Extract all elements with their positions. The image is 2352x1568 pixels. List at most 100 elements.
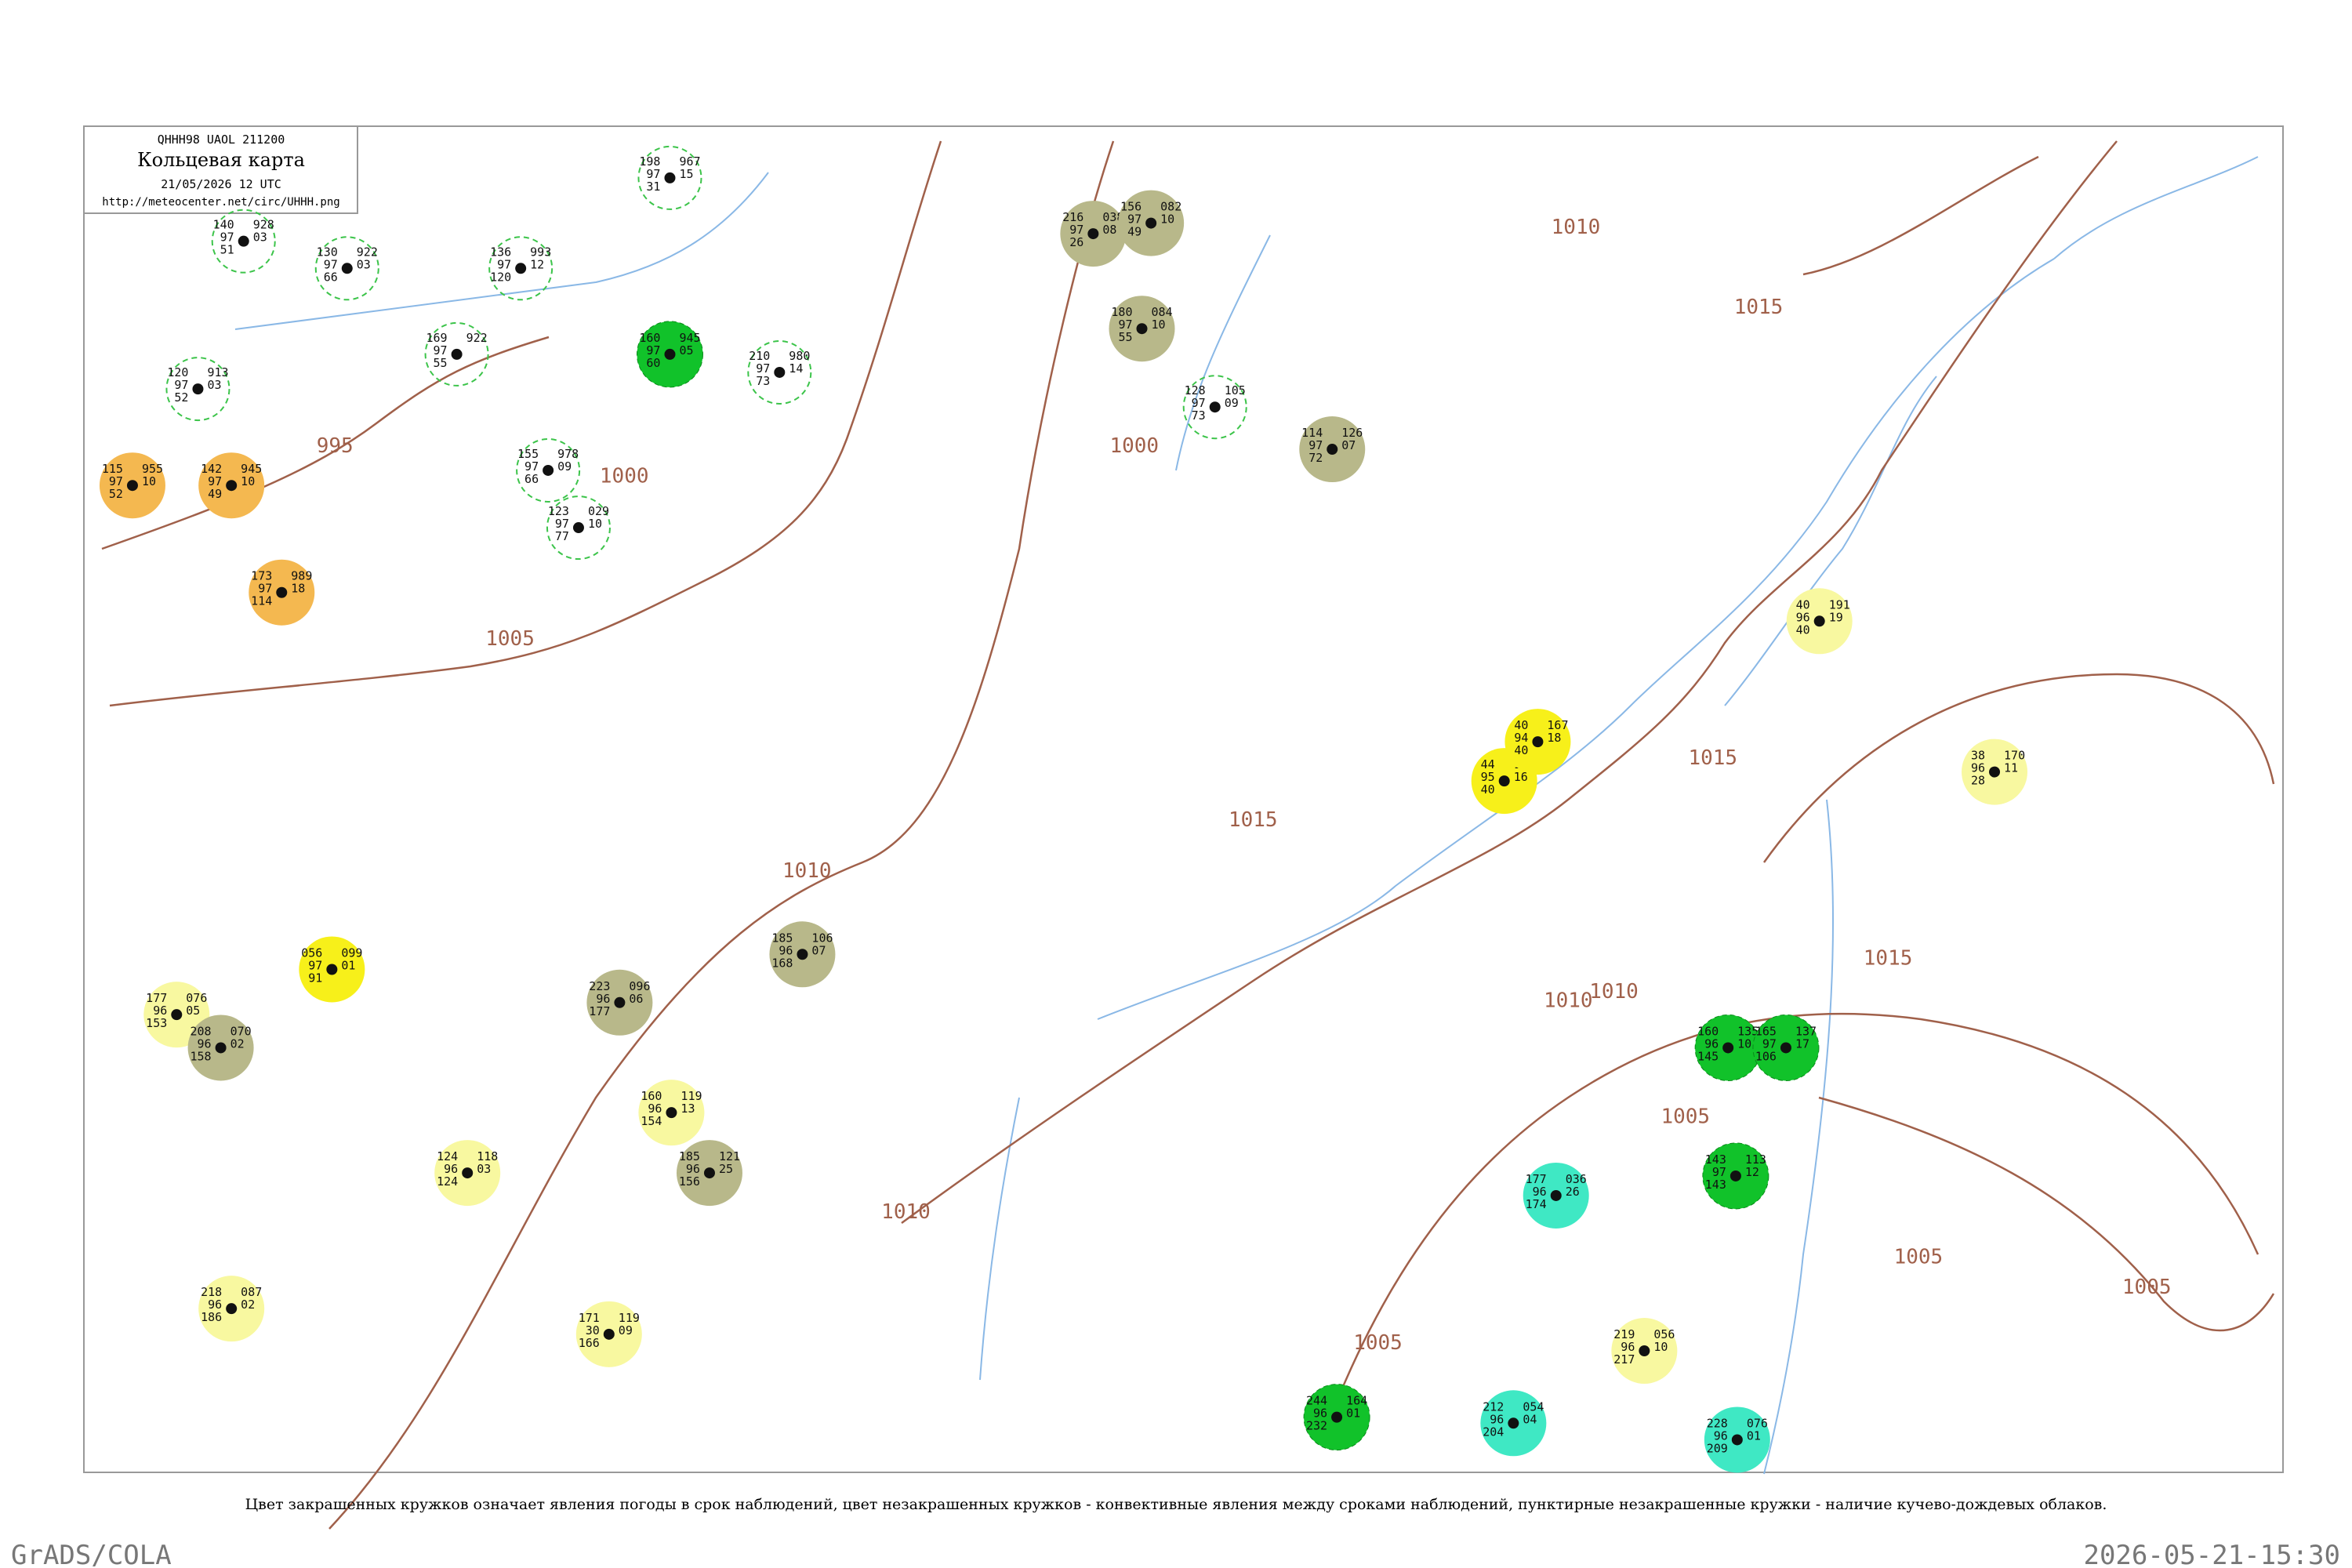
station-value: 118 xyxy=(477,1149,498,1163)
station-dot xyxy=(451,348,463,360)
station-value: 96 xyxy=(779,943,793,957)
station-value: 01 xyxy=(341,958,355,972)
station-value: 143 xyxy=(1705,1152,1726,1167)
station-circle xyxy=(546,495,611,561)
station-value: 25 xyxy=(719,1162,733,1176)
station-dot xyxy=(515,263,527,274)
station-value: 97 xyxy=(434,343,448,358)
station-value: 15 xyxy=(679,167,693,181)
station-value: 96 xyxy=(1704,1036,1719,1051)
station-value: 51 xyxy=(220,243,234,257)
isobar-label: 1005 xyxy=(1894,1245,1944,1269)
station-value: 180 xyxy=(1111,305,1132,319)
station-value: 31 xyxy=(646,180,660,194)
station-circle xyxy=(747,339,812,405)
station-value: 12 xyxy=(1745,1165,1759,1179)
station-value: 96 xyxy=(1714,1428,1728,1443)
station-value: 096 xyxy=(629,979,650,993)
isobar-label: 1010 xyxy=(881,1200,931,1224)
station-circle xyxy=(1182,375,1247,440)
station-value: 97 xyxy=(524,459,539,474)
station-value: 19 xyxy=(1829,610,1843,624)
station-value: 28 xyxy=(1971,774,1985,788)
station-value: 96 xyxy=(596,992,610,1006)
station-dot xyxy=(1136,323,1148,335)
header-box xyxy=(83,125,358,214)
station-value: 185 xyxy=(679,1149,700,1163)
station-value: 168 xyxy=(771,956,793,970)
station-value: 143 xyxy=(1705,1178,1726,1192)
station-dot xyxy=(1331,1411,1343,1423)
station-value: 10 xyxy=(1160,212,1174,227)
station-value: 173 xyxy=(251,569,272,583)
station-dot xyxy=(462,1167,474,1179)
station-dot xyxy=(543,464,554,476)
station-value: 993 xyxy=(530,245,551,259)
station-value: 154 xyxy=(641,1114,662,1128)
station-value: 160 xyxy=(641,1089,662,1103)
isobar-label: 1000 xyxy=(1109,434,1159,458)
station-value: 186 xyxy=(201,1310,222,1324)
station-value: 09 xyxy=(619,1323,633,1338)
station-value: 94 xyxy=(1514,731,1528,745)
station-value: 97 xyxy=(1127,212,1142,227)
station-dot xyxy=(1722,1042,1734,1054)
station-value: 97 xyxy=(1308,438,1323,452)
station-value: 244 xyxy=(1306,1394,1327,1408)
station-dot xyxy=(1532,736,1544,748)
station-value: 66 xyxy=(324,270,338,284)
station-value: 97 xyxy=(1069,223,1083,237)
station-dot xyxy=(666,1107,677,1119)
station-value: 97 xyxy=(324,257,338,271)
isobar-label: 1010 xyxy=(782,859,832,883)
station-value: 114 xyxy=(251,594,272,608)
station-value: 97 xyxy=(756,361,770,376)
station-value: 209 xyxy=(1707,1441,1728,1455)
station-value: 171 xyxy=(579,1311,600,1325)
station-value: 40 xyxy=(1481,782,1495,797)
station-value: 40 xyxy=(1796,622,1810,637)
station-value: 212 xyxy=(1483,1399,1504,1414)
station-dot xyxy=(1731,1434,1743,1446)
station-dot xyxy=(126,480,138,492)
station-value: 084 xyxy=(1152,305,1173,319)
station-dot xyxy=(1550,1189,1562,1201)
station-value: 177 xyxy=(1526,1172,1547,1186)
station-value: 137 xyxy=(1795,1024,1817,1038)
station-value: 115 xyxy=(102,462,123,476)
isobar-label: 1010 xyxy=(1589,980,1639,1004)
station-value: 177 xyxy=(146,991,167,1005)
station-value: 18 xyxy=(291,582,305,596)
station-value: 980 xyxy=(789,349,810,363)
station-value: 96 xyxy=(1621,1340,1635,1354)
station-value: 156 xyxy=(1120,200,1142,214)
station-value: 97 xyxy=(174,378,188,392)
station-value: 10 xyxy=(142,474,156,488)
station-dot xyxy=(664,172,676,183)
station-value: 140 xyxy=(213,218,234,232)
station-value: 913 xyxy=(207,365,228,379)
station-value: 232 xyxy=(1306,1419,1327,1433)
rivers xyxy=(234,156,2259,1475)
station-dot xyxy=(1780,1042,1791,1054)
station-value: 17 xyxy=(1795,1036,1809,1051)
station-value: 166 xyxy=(579,1336,600,1350)
station-value: 160 xyxy=(1697,1024,1719,1038)
station-value: 13 xyxy=(681,1102,695,1116)
station-value: 97 xyxy=(555,517,569,531)
station-value: 96 xyxy=(686,1162,700,1176)
station-value: 04 xyxy=(1523,1412,1537,1426)
station-value: 73 xyxy=(1192,408,1206,423)
station-value: 955 xyxy=(142,462,163,476)
station-dot xyxy=(1508,1417,1519,1429)
